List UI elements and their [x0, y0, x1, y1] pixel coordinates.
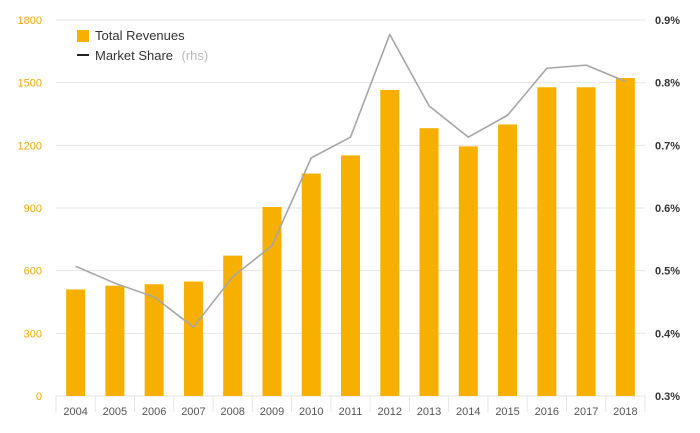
y-left-tick-label: 600: [24, 266, 42, 278]
y-left-tick-label: 1500: [18, 78, 42, 90]
x-tick-label: 2008: [220, 406, 244, 418]
axes: 0 300 600 900 1200 1500 1800 0.3% 0.4% 0.5% 0.6% 0.…: [18, 15, 681, 418]
legend-line-rhs-note: (rhs): [182, 48, 209, 63]
revenue-bar: [262, 206, 282, 396]
y-left-tick-label: 900: [24, 203, 42, 215]
y-left-tick-label: 1200: [18, 140, 42, 152]
revenue-bar: [66, 289, 86, 396]
market-share-line-group: [75, 33, 626, 328]
x-tick-label: 2004: [63, 406, 87, 418]
revenue-bar: [183, 281, 203, 396]
legend-line-label: Market Share (rhs): [95, 47, 208, 64]
legend-bar-swatch: [77, 30, 89, 42]
revenue-bar: [380, 89, 400, 396]
x-tick-label: 2009: [260, 406, 284, 418]
y-right-tick-label: 0.8%: [655, 78, 680, 90]
revenue-bar: [419, 128, 439, 396]
x-tick-label: 2012: [378, 406, 402, 418]
revenue-bars: [66, 78, 635, 397]
revenue-bar: [144, 284, 164, 396]
revenue-bar: [105, 285, 125, 396]
x-tick-label: 2007: [181, 406, 205, 418]
y-right-tick-label: 0.5%: [655, 266, 680, 278]
legend-line-name: Market Share: [95, 48, 173, 63]
y-left-tick-label: 300: [24, 328, 42, 340]
x-tick-label: 2013: [417, 406, 441, 418]
legend-bar-label: Total Revenues: [95, 28, 185, 43]
y-right-tick-label: 0.4%: [655, 328, 680, 340]
y-left-tick-label: 1800: [18, 15, 42, 27]
x-tick-label: 2014: [456, 406, 480, 418]
revenue-bar: [615, 78, 635, 397]
x-tick-label: 2010: [299, 406, 323, 418]
y-left-tick-label: 0: [36, 391, 42, 403]
y-right-tick-label: 0.6%: [655, 203, 680, 215]
market-share-line: [75, 33, 626, 328]
legend: Total Revenues Market Share (rhs): [77, 28, 208, 64]
revenue-bar: [498, 124, 518, 396]
x-tick-label: 2017: [574, 406, 598, 418]
revenue-bar: [537, 87, 557, 397]
x-tick-label: 2006: [142, 406, 166, 418]
y-right-tick-label: 0.7%: [655, 140, 680, 152]
y-right-tick-label: 0.9%: [655, 15, 680, 27]
x-tick-label: 2018: [613, 406, 637, 418]
x-tick-label: 2011: [339, 406, 363, 418]
x-tick-label: 2005: [103, 406, 127, 418]
revenue-bar: [301, 173, 321, 396]
revenue-bar: [458, 146, 478, 396]
revenue-bar: [223, 255, 243, 396]
revenue-bar: [341, 155, 360, 396]
y-right-tick-label: 0.3%: [655, 391, 680, 403]
revenue-bar: [576, 87, 596, 397]
x-tick-label: 2016: [535, 406, 559, 418]
x-tick-label: 2015: [495, 406, 519, 418]
